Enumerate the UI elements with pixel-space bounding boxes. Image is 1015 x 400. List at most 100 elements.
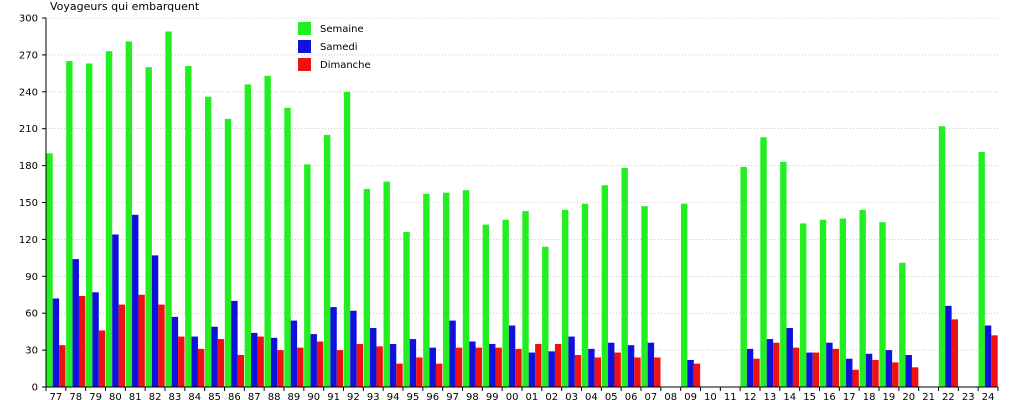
bar-semaine [641, 206, 648, 387]
bar-samedi [489, 343, 496, 387]
bar-samedi [310, 334, 317, 387]
x-tick-label: 21 [922, 392, 935, 400]
bar-dimanche [475, 347, 483, 387]
bar-samedi [608, 342, 615, 387]
y-tick-label: 180 [19, 161, 38, 172]
bar-dimanche [594, 357, 602, 387]
bar-semaine [879, 222, 886, 387]
bar-dimanche [257, 336, 264, 387]
x-tick-label: 85 [208, 392, 221, 400]
bar-samedi [786, 327, 793, 387]
bar-semaine [323, 134, 331, 387]
bar-dimanche [217, 339, 225, 387]
bar-dimanche [138, 294, 145, 387]
bar-semaine [403, 232, 410, 387]
bar-samedi [449, 320, 456, 387]
bar-samedi [251, 332, 258, 387]
bar-samedi [885, 350, 893, 387]
bar-dimanche [237, 355, 245, 387]
bar-samedi [350, 310, 357, 387]
bar-samedi [191, 336, 198, 387]
x-tick-label: 78 [69, 392, 82, 400]
bar-dimanche [376, 346, 383, 387]
bar-dimanche [336, 350, 344, 387]
bar-samedi [905, 355, 912, 387]
bar-semaine [621, 168, 628, 387]
x-tick-label: 07 [645, 392, 658, 400]
bar-semaine [185, 65, 192, 387]
bar-dimanche [634, 357, 641, 387]
bar-semaine [482, 224, 490, 387]
x-tick-label: 13 [764, 392, 777, 400]
bar-samedi [290, 320, 298, 387]
bar-semaine [46, 153, 53, 387]
x-tick-label: 02 [545, 392, 558, 400]
x-tick-label: 19 [883, 392, 896, 400]
bar-dimanche [435, 363, 443, 387]
bar-samedi [687, 359, 694, 387]
bar-dimanche [991, 335, 998, 387]
bar-samedi [151, 255, 159, 387]
x-tick-label: 11 [724, 392, 737, 400]
bar-dimanche [574, 355, 582, 387]
bar-dimanche [535, 343, 542, 387]
bar-semaine [819, 219, 827, 387]
bar-semaine [899, 262, 906, 387]
bar-dimanche [654, 357, 661, 387]
x-tick-label: 91 [327, 392, 340, 400]
bar-semaine [66, 61, 73, 388]
bar-semaine [938, 126, 946, 388]
x-tick-label: 04 [585, 392, 598, 400]
bar-semaine [224, 118, 232, 388]
bar-semaine [304, 164, 311, 387]
x-tick-label: 87 [248, 392, 261, 400]
legend-label-samedi: Samedi [320, 42, 358, 53]
bar-samedi [746, 348, 754, 387]
y-tick-label: 120 [19, 235, 38, 246]
bar-dimanche [872, 359, 879, 387]
bar-dimanche [495, 347, 502, 387]
bar-dimanche [396, 363, 403, 387]
x-tick-label: 84 [188, 392, 201, 400]
bar-semaine [204, 96, 212, 387]
bar-dimanche [356, 343, 364, 387]
x-tick-label: 88 [268, 392, 281, 400]
x-tick-label: 10 [704, 392, 717, 400]
x-tick-label: 86 [228, 392, 241, 400]
x-tick-label: 00 [506, 392, 519, 400]
bar-samedi [984, 325, 992, 387]
bar-samedi [52, 298, 60, 387]
bar-samedi [588, 348, 595, 387]
y-ticks: 0 30 60 90 120 150 180 210 240 270 300 [19, 14, 46, 394]
bar-semaine [85, 63, 93, 387]
bar-semaine [363, 188, 371, 387]
x-tick-label: 09 [684, 392, 697, 400]
bar-samedi [389, 343, 397, 387]
bar-samedi [548, 351, 555, 387]
bar-samedi [766, 339, 774, 387]
bar-dimanche [892, 362, 899, 387]
x-tick-label: 15 [803, 392, 816, 400]
bar-semaine [581, 203, 589, 387]
x-tick-label: 18 [863, 392, 876, 400]
bar-dimanche [753, 358, 760, 387]
bar-semaine [244, 84, 252, 388]
bar-semaine [839, 218, 847, 387]
bar-dimanche [59, 345, 66, 387]
y-tick-label: 60 [25, 309, 38, 320]
bar-semaine [542, 246, 549, 387]
x-ticks: 77 78 79 80 81 82 83 84 85 86 87 88 89 90 91 92 93 94 95 96… [45, 387, 999, 400]
bar-samedi [568, 336, 575, 387]
x-tick-label: 90 [307, 392, 320, 400]
bar-samedi [846, 358, 853, 387]
bar-semaine [680, 203, 688, 387]
y-tick-label: 210 [19, 124, 38, 135]
x-tick-label: 79 [89, 392, 102, 400]
bar-dimanche [98, 330, 106, 387]
bar-semaine [502, 219, 509, 387]
bar-semaine [284, 107, 291, 387]
bar-dimanche [78, 295, 86, 387]
x-tick-label: 06 [625, 392, 638, 400]
y-tick-label: 90 [25, 272, 38, 283]
